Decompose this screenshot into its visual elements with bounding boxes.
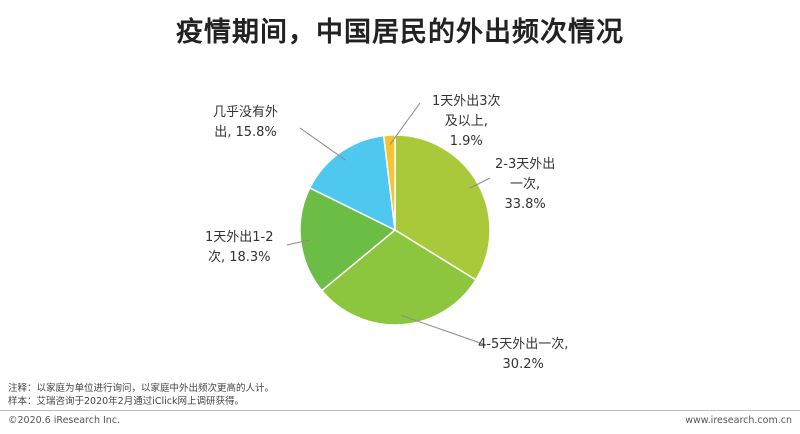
slice-4-5-days [320, 229, 477, 326]
slice-almost-never [308, 134, 396, 232]
leader-line [286, 239, 311, 246]
leader-lines [286, 102, 491, 346]
sample-line: 样本：艾瑞咨询于2020年2月通过iClick网上调研获得。 [8, 396, 244, 407]
copyright-text: ©2020.6 iResearch Inc. [8, 415, 121, 426]
slice-3-plus-times [382, 134, 396, 231]
slice-label-almost-never: 几乎没有外 出, 15.8% [213, 105, 279, 140]
leader-line [299, 127, 346, 161]
leader-line [389, 102, 421, 145]
leader-line [469, 177, 491, 189]
footer-divider [0, 410, 800, 411]
slice-label-4-5-days: 4-5天外出一次, 30.2% [478, 337, 569, 372]
pie-slices [299, 134, 491, 326]
slice-label-3-plus-times: 1天外出3次 及以上, 1.9% [432, 94, 501, 149]
slice-label-2-3-days: 2-3天外出 一次, 33.8% [495, 157, 556, 212]
note-line: 注释：以家庭为单位进行询问，以家庭中外出频次更高的人计。 [8, 383, 275, 394]
chart-title: 疫情期间，中国居民的外出频次情况 [176, 17, 624, 48]
website-text: www.iresearch.com.cn [685, 415, 792, 426]
slice-label-1-2-times: 1天外出1-2 次, 18.3% [205, 230, 274, 265]
chart-notes: 注释：以家庭为单位进行询问，以家庭中外出频次更高的人计。 样本：艾瑞咨询于202… [8, 382, 274, 408]
leader-line [400, 314, 487, 346]
slice-1-2-times [299, 186, 397, 292]
